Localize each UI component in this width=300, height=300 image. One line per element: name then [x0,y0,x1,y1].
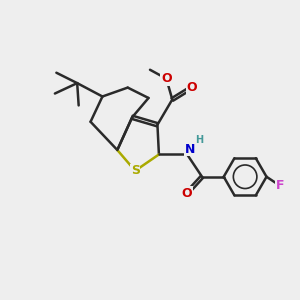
Text: F: F [276,179,284,192]
Text: S: S [130,164,140,177]
Text: O: O [161,72,172,85]
Text: O: O [182,187,193,200]
Text: H: H [196,135,204,145]
Text: N: N [185,142,195,156]
Text: O: O [186,81,197,94]
